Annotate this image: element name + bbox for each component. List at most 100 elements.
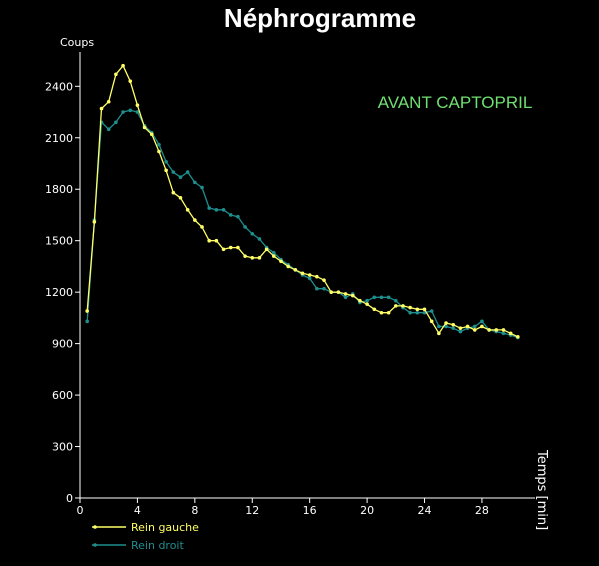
data-point-rein-gauche: [286, 264, 290, 269]
data-point-rein-droit: [343, 295, 348, 300]
y-tick-label: 2100: [45, 132, 73, 145]
chart-title: Néphrogramme: [224, 3, 416, 33]
data-point-rein-gauche: [164, 168, 168, 173]
legend-marker-rein-gauche: [93, 525, 97, 529]
data-point-rein-gauche: [508, 331, 513, 336]
y-axis-label: Coups: [60, 36, 94, 49]
data-point-rein-gauche: [214, 238, 219, 243]
data-point-rein-droit: [408, 310, 412, 315]
data-point-rein-droit: [451, 326, 456, 330]
x-tick-label: 0: [77, 504, 84, 517]
data-point-rein-gauche: [501, 328, 506, 332]
data-point-rein-gauche: [458, 326, 463, 330]
data-point-rein-droit: [128, 108, 133, 113]
y-tick-label: 300: [52, 441, 73, 454]
data-point-rein-droit: [372, 295, 377, 300]
data-point-rein-gauche: [128, 79, 133, 83]
data-point-rein-gauche: [250, 256, 255, 260]
data-point-rein-gauche: [300, 271, 305, 276]
data-point-rein-droit: [257, 237, 262, 241]
data-point-rein-gauche: [257, 256, 262, 260]
data-point-rein-gauche: [92, 220, 97, 224]
data-point-rein-gauche: [516, 334, 520, 339]
x-tick-label: 20: [360, 504, 374, 517]
data-point-rein-gauche: [444, 321, 448, 325]
y-tick-label: 1500: [45, 235, 73, 248]
data-point-rein-gauche: [157, 149, 161, 154]
data-point-rein-gauche: [135, 103, 140, 107]
data-point-rein-droit: [437, 324, 441, 329]
data-point-rein-droit: [365, 298, 369, 303]
data-point-rein-gauche: [350, 293, 355, 298]
data-point-rein-gauche: [422, 307, 427, 312]
data-point-rein-gauche: [329, 290, 334, 294]
data-point-rein-gauche: [465, 324, 470, 329]
data-point-rein-gauche: [271, 254, 276, 258]
data-point-rein-gauche: [85, 309, 89, 313]
y-tick-label: 1800: [45, 183, 73, 196]
data-point-rein-gauche: [293, 268, 298, 272]
chart-legend: Rein gauche Rein droit: [92, 521, 199, 552]
data-point-rein-gauche: [193, 218, 197, 222]
data-point-rein-gauche: [437, 331, 441, 336]
data-point-rein-droit: [85, 319, 89, 324]
data-point-rein-gauche: [279, 259, 283, 264]
data-point-rein-droit: [322, 286, 326, 291]
data-point-rein-droit: [221, 208, 226, 212]
data-point-rein-droit: [315, 286, 319, 291]
data-point-rein-droit: [501, 331, 506, 336]
data-point-rein-gauche: [358, 298, 362, 303]
data-point-rein-gauche: [494, 328, 499, 332]
x-tick-label: 8: [191, 504, 198, 517]
data-point-rein-droit: [171, 170, 176, 174]
data-point-rein-droit: [444, 324, 448, 329]
data-point-rein-gauche: [487, 328, 491, 332]
data-point-rein-gauche: [415, 307, 420, 312]
y-tick-label: 0: [66, 492, 73, 505]
data-point-rein-droit: [207, 206, 211, 210]
data-point-rein-droit: [386, 295, 391, 300]
data-point-rein-gauche: [315, 274, 319, 279]
data-point-rein-gauche: [221, 247, 226, 252]
x-tick-label: 24: [418, 504, 432, 517]
data-point-rein-droit: [379, 295, 384, 300]
data-point-rein-gauche: [372, 307, 377, 312]
data-point-rein-droit: [307, 276, 312, 281]
data-point-rein-droit: [121, 110, 125, 114]
legend-label-rein-gauche: Rein gauche: [131, 521, 199, 534]
data-point-rein-gauche: [243, 254, 247, 258]
series-line-rein-droit: [86, 109, 519, 339]
data-point-rein-droit: [228, 213, 233, 217]
data-point-rein-droit: [135, 110, 140, 114]
data-point-rein-droit: [458, 329, 463, 334]
legend-label-rein-droit: Rein droit: [131, 539, 184, 552]
data-point-rein-gauche: [228, 245, 233, 250]
data-point-rein-gauche: [322, 278, 326, 282]
data-point-rein-gauche: [379, 310, 384, 315]
data-point-rein-gauche: [394, 304, 398, 308]
data-point-rein-gauche: [343, 292, 348, 296]
data-point-rein-droit: [250, 232, 255, 236]
data-point-rein-gauche: [185, 208, 190, 212]
data-point-rein-droit: [178, 175, 183, 180]
data-point-rein-gauche: [99, 106, 104, 111]
y-tick-label: 2400: [45, 80, 73, 93]
y-tick-label: 1200: [45, 286, 73, 299]
data-point-rein-gauche: [336, 290, 341, 294]
data-point-rein-gauche: [200, 225, 204, 229]
data-point-rein-droit: [236, 214, 240, 219]
legend-marker-rein-droit: [93, 543, 97, 547]
x-tick-label: 12: [245, 504, 259, 517]
y-tick-label: 600: [52, 389, 73, 402]
data-point-rein-droit: [472, 324, 477, 329]
x-tick-label: 16: [303, 504, 317, 517]
data-point-rein-gauche: [114, 72, 118, 77]
series-layer: [85, 63, 520, 340]
y-tick-label: 900: [52, 338, 73, 351]
data-point-rein-gauche: [365, 302, 369, 306]
data-point-rein-droit: [193, 180, 197, 185]
data-point-rein-gauche: [429, 319, 434, 324]
data-point-rein-gauche: [451, 322, 456, 327]
data-point-rein-droit: [429, 309, 434, 313]
